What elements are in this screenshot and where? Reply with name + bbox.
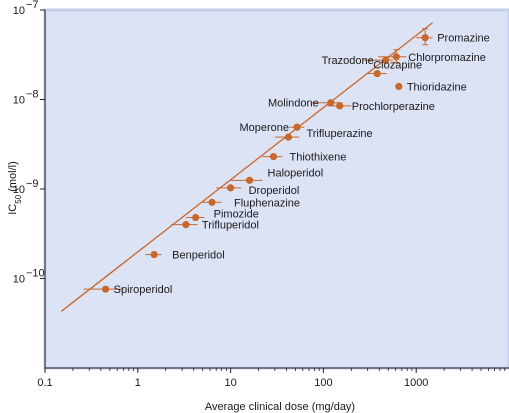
data-point-label: Spiroperidol bbox=[114, 284, 173, 296]
data-point bbox=[392, 53, 400, 61]
y-tick-label: 10 bbox=[13, 274, 25, 286]
y-tick-label: 10 bbox=[13, 95, 25, 107]
data-point-label: Moperone bbox=[239, 122, 289, 134]
data-points bbox=[83, 28, 433, 293]
fit-line-layer bbox=[60, 22, 433, 312]
y-axis-title-subscript: 50 bbox=[14, 194, 23, 203]
y-tick-exponent: −10 bbox=[26, 268, 45, 280]
data-point bbox=[150, 250, 158, 259]
data-point bbox=[395, 82, 403, 91]
y-axis-title: IC50 (mol/l) bbox=[7, 161, 23, 215]
y-tick-exponent: −9 bbox=[26, 178, 39, 190]
x-tick-label: 0.1 bbox=[37, 377, 52, 389]
data-point bbox=[293, 123, 301, 131]
data-point-label: Fluphenazine bbox=[234, 197, 300, 209]
data-point bbox=[245, 176, 254, 184]
data-point bbox=[421, 34, 429, 42]
x-tick-label: 100 bbox=[314, 377, 332, 389]
data-point bbox=[208, 198, 216, 206]
data-point bbox=[182, 221, 190, 229]
y-tick-exponent: −7 bbox=[26, 0, 39, 11]
data-point bbox=[327, 99, 335, 107]
data-point-label: Trifluperidol bbox=[202, 220, 259, 232]
x-tick-label: 10 bbox=[224, 377, 236, 389]
plot-area bbox=[43, 8, 509, 370]
regression-line bbox=[60, 22, 433, 312]
data-point-label: Promazine bbox=[437, 33, 490, 45]
y-axis-title-main: IC bbox=[7, 204, 19, 215]
data-point-label: Benperidol bbox=[172, 250, 225, 262]
data-point bbox=[269, 153, 278, 161]
point-labels: Spiroperidol Benperidol TrifluperidolPimoz… bbox=[114, 33, 490, 296]
data-point-label: Clozapine bbox=[373, 60, 422, 72]
data-point-label: Droperidol bbox=[249, 185, 300, 197]
data-point bbox=[227, 184, 235, 192]
data-point bbox=[284, 133, 293, 141]
y-tick-label: 10 bbox=[13, 184, 25, 196]
y-axis-title-unit: (mol/l) bbox=[7, 161, 19, 195]
y-tick-exponent: −8 bbox=[26, 89, 39, 101]
data-point-label: Thioridazine bbox=[407, 81, 467, 93]
y-tick-label: 10 bbox=[13, 5, 25, 17]
x-tick-label: 1000 bbox=[404, 377, 428, 389]
data-point-label: Prochlorperazine bbox=[352, 101, 435, 113]
data-point-label: Chlorpromazine bbox=[408, 52, 486, 64]
x-tick-label: 1 bbox=[135, 377, 141, 389]
data-point bbox=[373, 69, 381, 78]
data-point bbox=[102, 285, 110, 293]
data-point-label: Pimozide bbox=[214, 209, 259, 221]
data-point bbox=[192, 213, 200, 222]
data-point-label: Haloperidol bbox=[268, 167, 324, 179]
data-point bbox=[336, 102, 344, 110]
x-axis-title: Average clinical dose (mg/day) bbox=[205, 401, 355, 413]
data-point bbox=[382, 56, 390, 64]
data-point-label: Trazodone bbox=[322, 55, 374, 67]
data-point-label: Trifluperazine bbox=[306, 128, 372, 140]
data-point-label: Molindone bbox=[268, 98, 319, 110]
data-point-label: Thiothixene bbox=[290, 152, 347, 164]
